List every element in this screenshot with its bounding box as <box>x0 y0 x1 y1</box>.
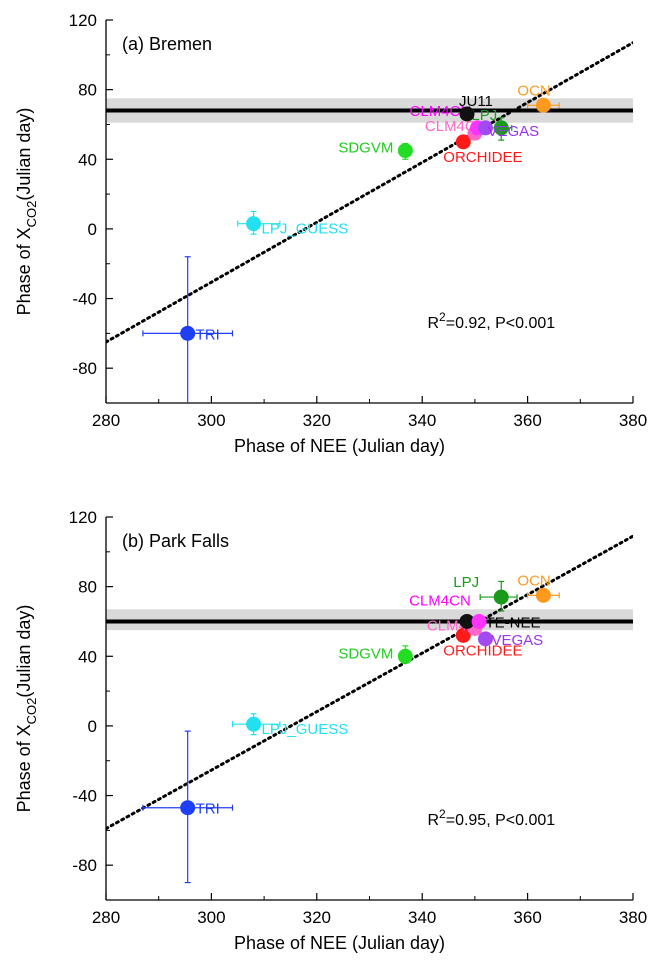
point-label: SDGVM <box>338 140 393 157</box>
y-tick-label: -80 <box>72 359 97 378</box>
point-label: VEGAS <box>491 632 543 649</box>
point-marker <box>246 716 262 732</box>
y-tick-label: 0 <box>88 717 97 736</box>
x-tick-label: 340 <box>408 411 436 430</box>
data-point-orchidee: ORCHIDEE <box>443 134 522 166</box>
data-point-tri: TRI <box>142 256 234 403</box>
data-point-clm4cn: CLM4CN <box>409 592 487 629</box>
data-point-lpj-guess: LPJ_GUESS <box>237 210 349 238</box>
data-point-tri: TRI <box>142 730 234 884</box>
data-point-lpj-guess: LPJ_GUESS <box>231 713 349 738</box>
x-axis-title: Phase of NEE (Julian day) <box>234 436 445 456</box>
point-marker <box>493 120 509 136</box>
point-marker <box>397 648 413 664</box>
point-label: MTE-NEE <box>473 614 541 631</box>
y-axis-title: Phase of XCO2(Julian day) <box>14 605 39 813</box>
point-marker <box>455 134 471 150</box>
point-label: JU11 <box>459 93 493 110</box>
point-label: CLM4CN <box>409 592 471 609</box>
point-marker <box>397 143 413 159</box>
data-point-vegas: VEGAS <box>477 120 539 140</box>
y-tick-label: 40 <box>78 150 97 169</box>
x-tick-label: 380 <box>619 411 647 430</box>
y-axis-title: Phase of XCO2(Julian day) <box>14 108 39 316</box>
x-axis-title: Phase of NEE (Julian day) <box>234 933 445 953</box>
point-label: TRI <box>196 326 220 343</box>
point-marker <box>477 631 493 647</box>
point-marker <box>535 97 551 113</box>
point-label: OCN <box>517 82 550 99</box>
point-marker <box>493 589 509 605</box>
point-label: TRI <box>196 801 220 818</box>
x-tick-label: 320 <box>303 411 331 430</box>
panel-label: (a) Bremen <box>122 34 212 54</box>
data-point-orchidee: ORCHIDEE <box>443 627 522 659</box>
point-label: ORCHIDEE <box>443 642 522 659</box>
data-point-sdgvm: SDGVM <box>338 645 413 664</box>
y-tick-label: 0 <box>88 220 97 239</box>
panel-label: (b) Park Falls <box>122 531 229 551</box>
point-marker <box>246 216 262 232</box>
data-point-lpj: LPJ <box>453 574 518 612</box>
point-label: CLM4CN <box>410 103 472 120</box>
y-tick-label: -80 <box>72 856 97 875</box>
data-point-lpj: LPJ <box>471 107 513 141</box>
data-point-mte-nee: MTE-NEE <box>459 613 541 631</box>
y-tick-label: 80 <box>78 81 97 100</box>
point-label: VEGAS <box>487 123 539 140</box>
x-tick-label: 300 <box>197 908 225 927</box>
point-marker <box>477 120 493 136</box>
chart-panel-1: 280 300 320 340 360 380 -80 -40 0 40 80 120 Phase of… <box>14 11 647 456</box>
r2-annotation: R2=0.95, P<0.001 <box>427 807 555 829</box>
y-tick-label: -40 <box>72 290 97 309</box>
x-tick-label: 380 <box>619 908 647 927</box>
regression-line <box>106 41 633 344</box>
point-marker <box>459 613 475 629</box>
point-label: LPJ <box>453 574 479 591</box>
x-tick-label: 360 <box>513 908 541 927</box>
point-label: CLM4C <box>425 118 476 135</box>
x-tick-label: 340 <box>408 908 436 927</box>
point-marker <box>180 325 196 341</box>
point-label: OCN <box>517 572 550 589</box>
point-marker <box>455 627 471 643</box>
point-label: SDGVM <box>338 645 393 662</box>
point-label: ORCHIDEE <box>443 149 522 166</box>
data-point-ocn: OCN <box>517 82 560 113</box>
y-tick-label: 120 <box>69 11 97 30</box>
regression-line <box>106 534 633 831</box>
point-label: LPJ <box>471 107 497 124</box>
x-tick-label: 300 <box>197 411 225 430</box>
y-tick-label: 120 <box>69 508 97 527</box>
point-marker <box>471 613 487 629</box>
y-tick-label: 80 <box>78 578 97 597</box>
point-label: LPJ_GUESS <box>262 221 349 238</box>
data-point-sdgvm: SDGVM <box>338 140 413 160</box>
x-tick-label: 280 <box>92 908 120 927</box>
x-tick-label: 320 <box>303 908 331 927</box>
r2-annotation: R2=0.92, P<0.001 <box>427 310 555 332</box>
data-point-ju11: JU11 <box>459 93 493 122</box>
y-tick-label: 40 <box>78 647 97 666</box>
x-tick-label: 360 <box>513 411 541 430</box>
point-label: LPJ_GUESS <box>262 721 349 738</box>
chart-panel-2: 280 300 320 340 360 380 -80 -40 0 40 80 120 Phase of… <box>14 508 647 953</box>
data-point-vegas: VEGAS <box>477 631 543 649</box>
point-marker <box>535 587 551 603</box>
point-marker <box>180 800 196 816</box>
y-tick-label: -40 <box>72 787 97 806</box>
data-point-ocn: OCN <box>517 572 560 603</box>
point-marker <box>459 106 475 122</box>
x-tick-label: 280 <box>92 411 120 430</box>
